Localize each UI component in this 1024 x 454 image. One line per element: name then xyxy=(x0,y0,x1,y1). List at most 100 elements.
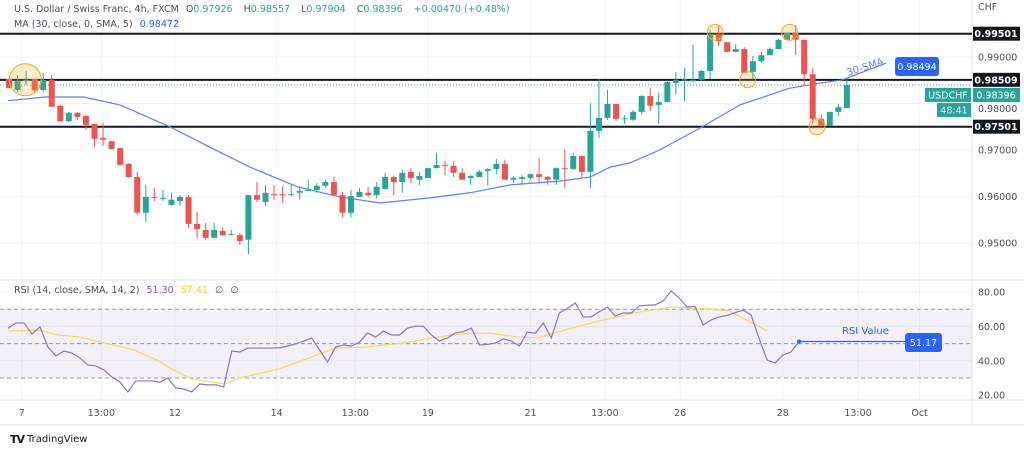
candle xyxy=(758,51,765,64)
rsi-sma-value: 57.41 xyxy=(180,285,208,296)
candle-body xyxy=(784,32,791,40)
candle-body xyxy=(416,176,423,180)
high-field: H0.98557 xyxy=(244,4,294,15)
ma-line xyxy=(8,62,887,204)
candle-body xyxy=(6,78,12,89)
candle-body xyxy=(843,85,850,109)
candle-body xyxy=(390,176,397,183)
candle-body xyxy=(40,79,47,91)
currency-label: CHF xyxy=(978,2,997,13)
last-price-badge xyxy=(973,88,1020,102)
candle xyxy=(732,43,739,52)
candle xyxy=(690,44,696,83)
candle xyxy=(775,38,782,50)
candle-body xyxy=(587,130,594,172)
candle-body xyxy=(382,176,389,190)
candle xyxy=(570,152,577,170)
candle xyxy=(604,90,611,120)
candle xyxy=(843,77,850,109)
candle-body xyxy=(407,171,414,178)
candle xyxy=(741,47,748,73)
candle xyxy=(151,188,158,202)
open-label: O xyxy=(185,4,194,15)
candle xyxy=(262,184,269,206)
time-tick-label: 7 xyxy=(19,408,25,419)
candle-body xyxy=(818,118,825,126)
candle-body xyxy=(467,176,474,178)
candle xyxy=(236,232,243,245)
rsi-value: 51.30 xyxy=(146,285,174,296)
candle xyxy=(587,103,594,189)
candle-body xyxy=(553,168,560,180)
candle-body xyxy=(279,194,286,196)
countdown-badge xyxy=(937,103,971,117)
candle-body xyxy=(330,182,337,196)
candle xyxy=(356,188,363,197)
candle xyxy=(279,186,286,204)
close-value: 0.98396 xyxy=(363,4,403,15)
candle-body xyxy=(835,107,842,112)
candle xyxy=(305,179,312,191)
candle-body xyxy=(339,195,346,213)
level-price-badge xyxy=(973,26,1020,41)
candle xyxy=(459,168,466,180)
candle xyxy=(330,176,337,196)
ma-value-callout xyxy=(895,57,939,76)
rsi-legend[interactable]: RSI (14, close, SMA, 14, 2) 51.30 57.41 … xyxy=(14,285,243,296)
candle-body xyxy=(219,230,226,236)
price-tick-label: 0.98000 xyxy=(978,104,1017,115)
candle xyxy=(91,123,98,148)
candle xyxy=(561,150,568,189)
candle-body xyxy=(698,70,705,80)
time-tick-label: 26 xyxy=(674,408,686,419)
candle-body xyxy=(74,112,81,117)
candle-body xyxy=(399,172,406,183)
candle xyxy=(142,184,149,223)
candle xyxy=(185,195,192,229)
candle-body xyxy=(527,174,534,178)
time-tick-label: 13:00 xyxy=(342,408,369,419)
price-tick-label: 0.95000 xyxy=(978,239,1017,250)
candle-body xyxy=(288,194,295,196)
candle xyxy=(313,183,320,193)
candle xyxy=(476,169,483,177)
candle xyxy=(399,169,406,193)
symbol-legend: U.S. Dollar / Swiss Franc, 4h, FXCM O0.9… xyxy=(14,4,514,15)
candle xyxy=(382,172,389,190)
low-field: L0.97904 xyxy=(301,4,350,15)
candle-body xyxy=(322,182,329,186)
candle xyxy=(390,176,397,196)
candle-body xyxy=(142,196,149,213)
candle-body xyxy=(630,111,637,120)
candle-body xyxy=(459,172,466,180)
rsi-tick-label: 60.00 xyxy=(978,322,1005,333)
candle-body xyxy=(245,195,252,240)
price-tick-label: 0.99000 xyxy=(978,53,1017,64)
time-tick-label: 13:00 xyxy=(844,408,871,419)
candle xyxy=(544,176,551,185)
rsi-tick-label: 80.00 xyxy=(978,288,1005,299)
ma-legend[interactable]: MA (30, close, 0, SMA, 5) 0.98472 xyxy=(14,19,183,30)
low-value: 0.97904 xyxy=(306,4,346,15)
candle-body xyxy=(672,79,679,84)
candle xyxy=(14,75,21,92)
candle-body xyxy=(177,196,183,202)
rsi-annotation-text: RSI Value xyxy=(842,326,889,337)
candle-body xyxy=(228,234,235,236)
rsi-tick-label: 40.00 xyxy=(978,356,1005,367)
tradingview-logo[interactable]: TV TradingView xyxy=(10,433,87,446)
rsi-extra-2: ∅ xyxy=(230,285,239,296)
open-field: O0.97926 xyxy=(186,4,237,15)
candle xyxy=(40,72,47,92)
candle-body xyxy=(809,74,816,119)
level-price-badge-text: 0.97501 xyxy=(974,122,1017,133)
candle-body xyxy=(749,61,756,72)
rsi-value-callout-text: 51.17 xyxy=(910,338,937,349)
candle xyxy=(493,158,500,175)
candle-body xyxy=(185,196,192,224)
candle-body xyxy=(655,102,662,105)
candle xyxy=(23,70,30,85)
symbol-title: U.S. Dollar / Swiss Franc, 4h, FXCM xyxy=(14,4,179,15)
candle xyxy=(519,175,525,185)
